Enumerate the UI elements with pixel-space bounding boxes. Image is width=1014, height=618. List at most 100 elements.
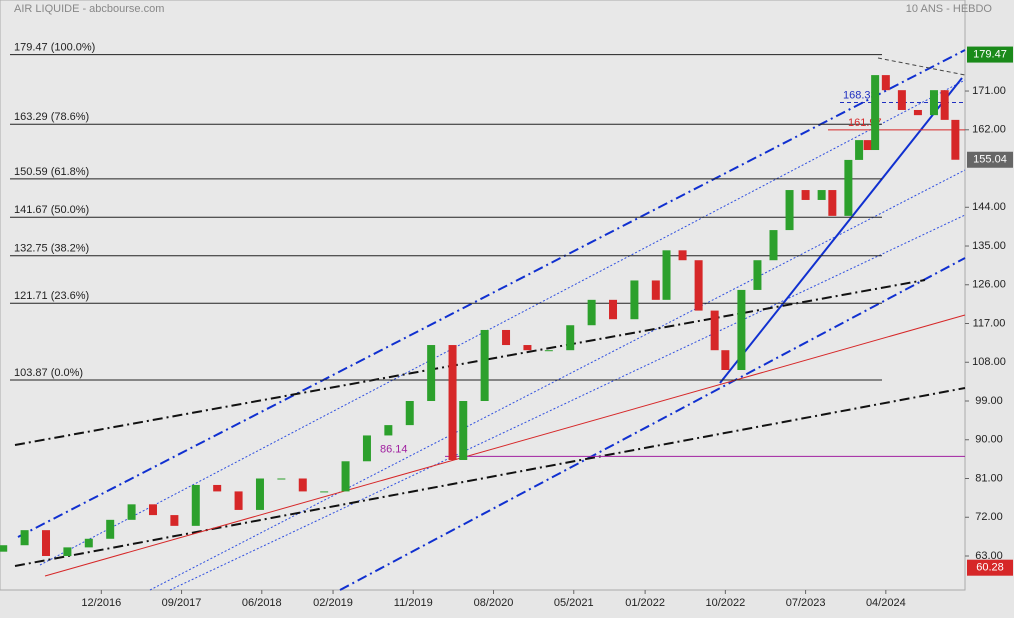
candle <box>828 190 837 216</box>
candle <box>855 140 864 160</box>
x-tick-label: 10/2022 <box>705 597 745 609</box>
candle <box>871 75 880 151</box>
candle <box>277 478 286 480</box>
support-line <box>14 279 926 446</box>
channel-mid <box>169 214 966 591</box>
candle <box>753 260 762 290</box>
price-tag <box>967 151 1013 168</box>
candle <box>0 545 8 552</box>
level-label: 168.33 <box>843 89 877 101</box>
y-tick-label: 90.00 <box>975 434 1003 446</box>
fib-label: 103.87 (0.0%) <box>14 367 83 379</box>
candle <box>523 345 532 351</box>
channel-mid <box>149 169 966 591</box>
y-tick-label: 117.00 <box>973 317 1006 329</box>
level-label: 86.14 <box>380 443 408 455</box>
candle <box>106 519 115 539</box>
candle <box>84 538 93 548</box>
candle <box>127 504 136 520</box>
y-tick-label: 99.00 <box>975 395 1003 407</box>
candle <box>940 90 949 120</box>
candle <box>587 299 596 326</box>
x-tick-label: 02/2019 <box>313 597 353 609</box>
candle <box>737 289 746 371</box>
x-tick-label: 05/2021 <box>554 597 594 609</box>
candle <box>148 504 157 516</box>
candle <box>651 280 660 300</box>
channel-lower <box>339 257 966 591</box>
candle <box>897 90 906 110</box>
fib-label: 179.47 (100.0%) <box>14 41 95 53</box>
candle <box>480 329 489 402</box>
y-tick-label: 126.00 <box>972 279 1006 291</box>
candle <box>448 345 457 460</box>
candle <box>721 350 730 371</box>
candle <box>362 435 371 462</box>
y-tick-label: 162.00 <box>972 124 1006 136</box>
y-tick-label: 63.00 <box>975 550 1003 562</box>
chart-subtitle: 10 ANS - HEBDO <box>906 3 993 15</box>
candle <box>844 159 853 216</box>
candle <box>785 190 794 231</box>
fib-label: 163.29 (78.6%) <box>14 111 89 123</box>
candle <box>801 190 810 200</box>
candle <box>566 325 575 351</box>
red-trend <box>44 314 966 577</box>
candle <box>913 109 922 116</box>
candle <box>298 478 307 492</box>
x-tick-label: 08/2020 <box>474 597 514 609</box>
y-tick-label: 81.00 <box>975 472 1003 484</box>
y-tick-label: 144.00 <box>972 201 1006 213</box>
candle <box>213 484 222 492</box>
candle <box>405 401 414 426</box>
candle <box>20 530 29 546</box>
candle <box>769 230 778 261</box>
channel-upper <box>17 49 966 538</box>
x-tick-label: 01/2022 <box>625 597 665 609</box>
candle <box>929 90 938 116</box>
fib-label: 121.71 (23.6%) <box>14 290 89 302</box>
candle <box>881 75 890 91</box>
candle <box>609 299 618 320</box>
y-tick-label: 171.00 <box>972 85 1006 97</box>
price-tag <box>967 559 1013 576</box>
candle <box>662 250 671 300</box>
candle <box>320 491 329 493</box>
x-tick-label: 04/2024 <box>866 597 906 609</box>
price-tag-label: 155.04 <box>973 154 1007 166</box>
candle <box>544 350 553 352</box>
candle <box>341 461 350 492</box>
candle <box>234 491 243 510</box>
x-tick-label: 07/2023 <box>786 597 826 609</box>
candle <box>630 280 639 320</box>
fib-label: 141.67 (50.0%) <box>14 204 89 216</box>
price-tag <box>967 46 1013 63</box>
price-tag-label: 179.47 <box>973 48 1007 60</box>
y-tick-label: 135.00 <box>972 240 1006 252</box>
candle <box>42 530 51 556</box>
price-tag-label: 60.28 <box>976 562 1004 574</box>
candle <box>863 140 872 151</box>
trend-lines <box>14 49 966 591</box>
candle <box>191 484 200 526</box>
blue-trend <box>719 77 963 384</box>
x-tick-label: 11/2019 <box>394 597 433 609</box>
candle <box>459 401 468 460</box>
candle <box>694 260 703 311</box>
candle <box>817 190 826 200</box>
x-tick-label: 12/2016 <box>81 597 121 609</box>
top-line <box>877 57 966 76</box>
candle <box>502 329 511 346</box>
candle <box>951 119 960 160</box>
x-tick-label: 06/2018 <box>242 597 282 609</box>
y-tick-label: 108.00 <box>972 356 1006 368</box>
candle <box>427 345 436 402</box>
support-line <box>14 387 966 567</box>
chart-title: AIR LIQUIDE - abcbourse.com <box>14 3 164 15</box>
candle <box>63 547 72 556</box>
candle <box>384 425 393 436</box>
y-tick-label: 72.00 <box>975 511 1003 523</box>
fib-label: 150.59 (61.8%) <box>14 166 89 178</box>
candle <box>710 310 719 351</box>
